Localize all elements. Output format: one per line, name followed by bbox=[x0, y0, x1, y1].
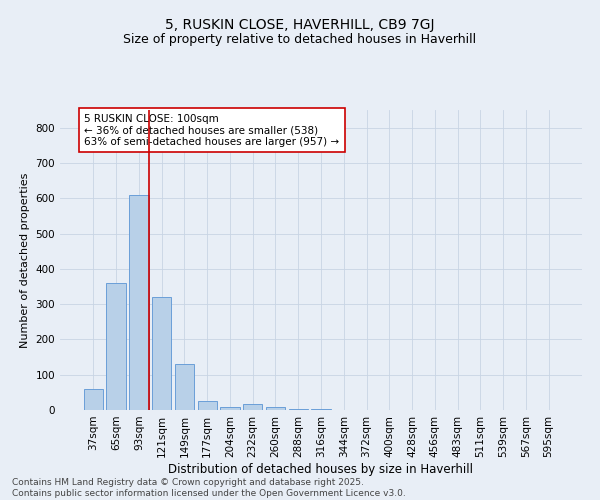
Y-axis label: Number of detached properties: Number of detached properties bbox=[20, 172, 30, 348]
Bar bbox=[220, 407, 239, 410]
Text: 5, RUSKIN CLOSE, HAVERHILL, CB9 7GJ: 5, RUSKIN CLOSE, HAVERHILL, CB9 7GJ bbox=[165, 18, 435, 32]
Bar bbox=[266, 407, 285, 410]
Bar bbox=[129, 194, 149, 410]
Bar bbox=[197, 401, 217, 410]
Text: Size of property relative to detached houses in Haverhill: Size of property relative to detached ho… bbox=[124, 32, 476, 46]
Bar bbox=[106, 283, 126, 410]
Bar bbox=[152, 297, 172, 410]
Bar bbox=[243, 404, 262, 410]
Bar bbox=[175, 364, 194, 410]
X-axis label: Distribution of detached houses by size in Haverhill: Distribution of detached houses by size … bbox=[169, 462, 473, 475]
Text: 5 RUSKIN CLOSE: 100sqm
← 36% of detached houses are smaller (538)
63% of semi-de: 5 RUSKIN CLOSE: 100sqm ← 36% of detached… bbox=[84, 114, 340, 146]
Bar bbox=[84, 389, 103, 410]
Text: Contains HM Land Registry data © Crown copyright and database right 2025.
Contai: Contains HM Land Registry data © Crown c… bbox=[12, 478, 406, 498]
